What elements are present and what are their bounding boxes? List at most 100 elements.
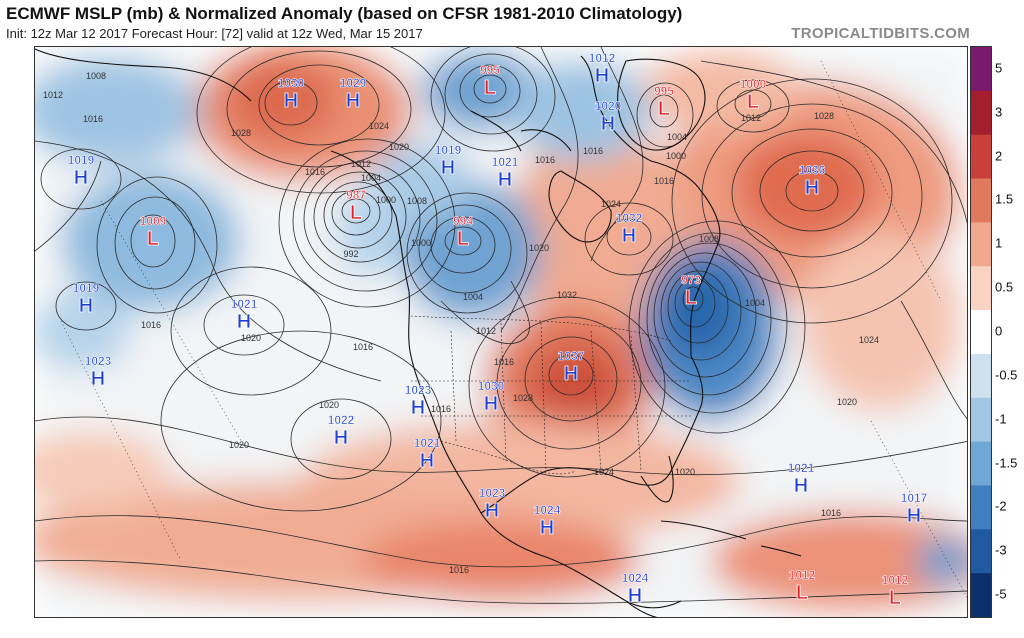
colorbar-tick-label: -2: [995, 498, 1007, 514]
high-symbol: H: [484, 393, 498, 415]
high-symbol: H: [334, 427, 348, 449]
pressure-value: 1032: [616, 211, 643, 225]
pressure-value: 995: [480, 63, 500, 77]
high-symbol: H: [595, 65, 609, 87]
isobar-label: 1016: [449, 565, 469, 575]
pressure-value: 1012: [789, 568, 816, 582]
isobar-label: 1020: [241, 333, 261, 343]
colorbar-swatch: [971, 90, 991, 136]
high-symbol: H: [485, 500, 499, 522]
pressure-value: 1030: [478, 379, 505, 393]
pressure-value: 1036: [799, 163, 826, 177]
isobar-label: 1016: [494, 357, 514, 367]
pressure-value: 1012: [589, 51, 616, 65]
pressure-value: 1021: [414, 436, 441, 450]
isobar-label: 1020: [229, 440, 249, 450]
pressure-value: 1022: [328, 413, 355, 427]
colorbar-tick-label: -5: [995, 586, 1007, 602]
pressure-value: 1019: [73, 281, 100, 295]
pressure-value: 1017: [901, 491, 928, 505]
pressure-value: 1023: [479, 486, 506, 500]
low-symbol: L: [796, 582, 808, 604]
colorbar-tick-label: -0.5: [995, 367, 1018, 383]
isobar-label: 1028: [231, 128, 251, 138]
isobar-label: 1004: [463, 292, 483, 302]
high-symbol: H: [346, 90, 360, 112]
colorbar-tick-label: -3: [995, 542, 1007, 558]
isobar-label: 1012: [476, 326, 496, 336]
pressure-value: 1020: [595, 99, 622, 113]
high-symbol: H: [628, 585, 642, 607]
colorbar-swatch: [971, 178, 991, 223]
isobar-label: 1024: [369, 121, 389, 131]
low-symbol: L: [889, 587, 901, 609]
high-symbol: H: [564, 363, 578, 385]
pressure-value: 1029: [340, 76, 367, 90]
coastlines: [35, 48, 802, 617]
isobar-label: 1012: [43, 90, 63, 100]
high-symbol: H: [441, 157, 455, 179]
colorbar-swatch: [971, 222, 991, 267]
colorbar-swatch: [971, 47, 991, 92]
colorbar-tick-label: 0.5: [995, 279, 1014, 295]
isobar-label: 1004: [745, 298, 765, 308]
pressure-value: 973: [681, 273, 701, 287]
isobar-label: 1016: [305, 167, 325, 177]
isobar-label: 1024: [859, 335, 879, 345]
isobar-label: 1016: [535, 155, 555, 165]
colorbar-tick-label: 3: [995, 104, 1003, 120]
high-symbol: H: [79, 295, 93, 317]
pressure-value: 1019: [435, 143, 462, 157]
isobar-label: 1000: [411, 238, 431, 248]
high-symbol: H: [420, 450, 434, 472]
pressure-value: 1030: [278, 76, 305, 90]
isobar-label: 1020: [319, 400, 339, 410]
pressure-value: 1023: [405, 383, 432, 397]
colorbar-tick-label: 2: [995, 148, 1003, 164]
isobar-label: 1028: [513, 393, 533, 403]
isobar-label: 1008: [86, 71, 106, 81]
colorbar-swatch: [971, 573, 991, 618]
isobar-label: 1016: [654, 176, 674, 186]
pressure-value: 1021: [492, 155, 519, 169]
pressure-value: 994: [453, 214, 473, 228]
colorbar-labels: 5 3 2 1.5 1 0.5 0 -0.5 -1 -1.5 -2 -3 -5: [995, 46, 1024, 618]
isobar-label: 1020: [529, 243, 549, 253]
low-symbol: L: [658, 98, 670, 120]
low-symbol: L: [747, 91, 759, 113]
high-symbol: H: [498, 169, 512, 191]
isobar-label: 1016: [821, 508, 841, 518]
low-symbol: L: [484, 77, 496, 99]
pressure-value: 1000: [740, 77, 767, 91]
pressure-value: 1024: [622, 571, 649, 585]
high-symbol: H: [540, 517, 554, 539]
isobar-label: 1016: [583, 146, 603, 156]
isobar-label: 1004: [361, 173, 381, 183]
chart-title: ECMWF MSLP (mb) & Normalized Anomaly (ba…: [6, 4, 683, 23]
high-symbol: H: [794, 475, 808, 497]
isobar-label: 1004: [667, 132, 687, 142]
colorbar-tick-label: 5: [995, 60, 1003, 76]
isobar-label: 1016: [83, 114, 103, 124]
colorbar-tick-label: 1: [995, 235, 1003, 251]
high-symbol: H: [601, 113, 615, 135]
colorbar-tick-label: -1.5: [995, 455, 1018, 471]
